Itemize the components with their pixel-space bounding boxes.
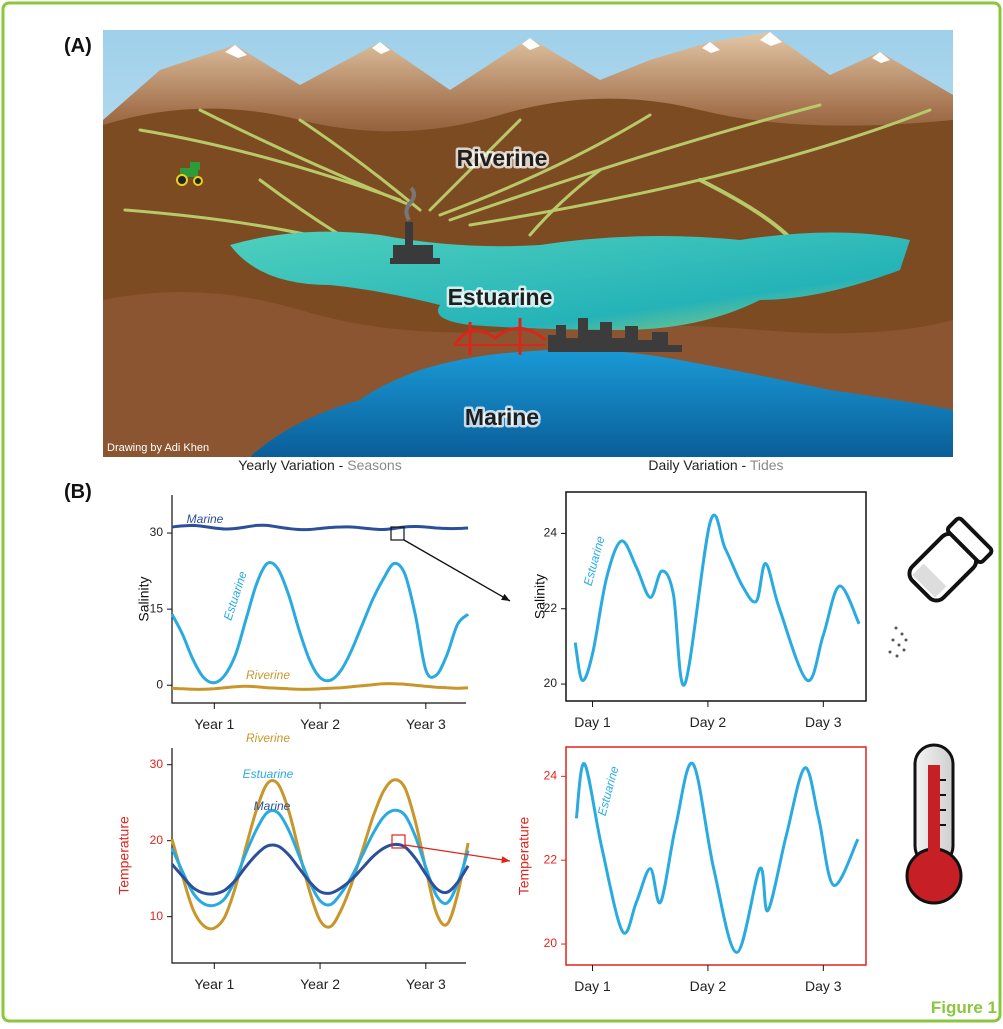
illustration-circle [896,655,899,658]
chart-title: Yearly Variation - Seasons [238,457,401,473]
thermometer-icon [907,745,961,903]
data-line [172,684,468,690]
y-tick-label: 30 [150,525,164,539]
y-tick-label: 20 [544,676,558,690]
panel-label: (B) [64,481,92,503]
y-axis-label: Temperature [116,816,132,895]
salt-grains [889,627,908,658]
y-tick-label: 24 [544,526,558,540]
x-tick-label: Year 2 [300,716,340,732]
chart: Temperature 20 22 24 Day 1 Day 2 Day 3 Estuarin… [516,747,866,994]
arrow-head [501,594,510,601]
x-tick-label: Year 1 [194,976,234,992]
salt-shaker-icon [904,517,993,606]
y-tick-label: 20 [150,833,164,847]
chart: Daily Variation - TidesSalinity202224Day… [532,457,866,730]
region-label: Estuarine [448,284,553,310]
region-label: Riverine [457,145,548,171]
figure: (A) Riverine Estuarine Marine Drawing by… [0,0,1003,1024]
illustration-circle [892,639,895,642]
y-tick-label: 22 [544,601,558,615]
illustration-rect [190,162,200,170]
x-tick-label: Year 2 [300,976,340,992]
data-line [172,844,468,894]
y-tick-label: 30 [150,757,164,771]
region-label: Marine [465,404,539,430]
panel-label: (A) [64,35,92,57]
x-tick-label: Year 1 [194,716,234,732]
title-part: Daily Variation - [648,457,749,473]
chart: Yearly Variation - SeasonsSalinity01530Y… [136,457,468,732]
illustration-circle [903,649,906,652]
series-label: Riverine [246,731,290,745]
x-tick-label: Year 3 [406,716,446,732]
y-tick-label: 20 [544,936,558,950]
series-label: Estuarine [581,534,608,587]
y-tick-label: 22 [544,852,558,866]
x-tick-label: Day 1 [574,978,611,994]
illustration-circle [177,175,187,185]
series-label: Marine [187,512,224,526]
title-part: Yearly Variation - [238,457,347,473]
illustration-circle [901,633,904,636]
y-tick-label: 24 [544,769,558,783]
credit: Drawing by Adi Khen [107,442,209,454]
series-label: Estuarine [243,767,294,781]
illustration-circle [895,627,898,630]
data-line [172,563,468,683]
x-tick-label: Day 1 [574,714,611,730]
title-part: Seasons [347,457,401,473]
arrow-head [501,856,510,863]
plot-frame [566,492,866,701]
zoom-arrow [404,540,510,601]
chart: Temperature 10 20 30 Year 1 Year 2 Year 3 River… [116,731,468,992]
x-tick-label: Day 3 [805,714,842,730]
landscape-illustration [103,30,953,457]
x-tick-label: Day 2 [690,714,727,730]
data-line [172,780,468,929]
zoom-callouts [391,527,510,863]
series-label: Marine [254,799,291,813]
illustration-circle [194,177,202,185]
x-tick-label: Day 2 [690,978,727,994]
y-tick-label: 15 [150,601,164,615]
series-label: Riverine [246,668,290,682]
illustration-circle [905,639,908,642]
data-line [576,763,858,952]
y-axis-label: Temperature [516,816,532,895]
series-label: Estuarine [221,569,250,622]
title-part: Tides [750,457,784,473]
y-tick-label: 10 [150,909,164,923]
series-label: Estuarine [595,764,622,817]
illustration-rect [928,765,940,865]
illustration-rect [390,258,440,264]
chart-title: Daily Variation - Tides [648,457,783,473]
data-line [575,515,859,685]
illustration-rect [393,245,433,260]
illustration-circle [889,651,892,654]
illustration-circle [898,644,901,647]
y-tick-label: 0 [156,677,163,691]
x-tick-label: Year 3 [406,976,446,992]
figure-label: Figure 1 [931,998,997,1017]
x-tick-label: Day 3 [805,978,842,994]
